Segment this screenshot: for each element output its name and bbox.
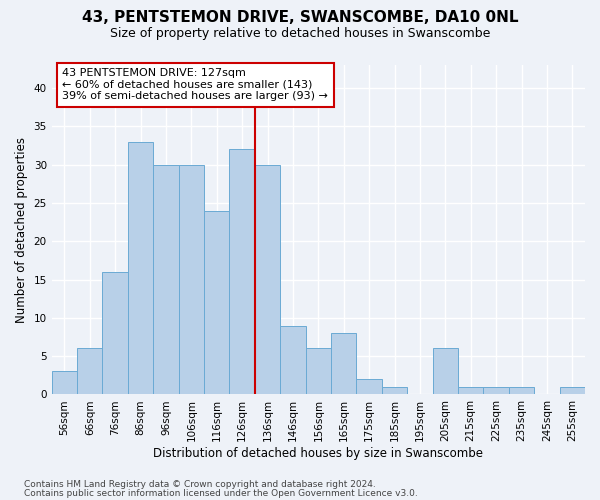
Bar [560,387,585,394]
Bar [204,210,229,394]
Bar [356,379,382,394]
Text: 43 PENTSTEMON DRIVE: 127sqm
← 60% of detached houses are smaller (143)
39% of se: 43 PENTSTEMON DRIVE: 127sqm ← 60% of det… [62,68,328,102]
X-axis label: Distribution of detached houses by size in Swanscombe: Distribution of detached houses by size … [154,447,484,460]
Bar [103,272,128,394]
Text: 43, PENTSTEMON DRIVE, SWANSCOMBE, DA10 0NL: 43, PENTSTEMON DRIVE, SWANSCOMBE, DA10 0… [82,10,518,25]
Bar [255,164,280,394]
Bar [280,326,305,394]
Bar [305,348,331,395]
Text: Contains public sector information licensed under the Open Government Licence v3: Contains public sector information licen… [24,488,418,498]
Bar [229,150,255,394]
Bar [77,348,103,395]
Y-axis label: Number of detached properties: Number of detached properties [15,136,28,322]
Bar [128,142,153,394]
Bar [433,348,458,395]
Bar [153,164,179,394]
Bar [331,333,356,394]
Text: Contains HM Land Registry data © Crown copyright and database right 2024.: Contains HM Land Registry data © Crown c… [24,480,376,489]
Bar [458,387,484,394]
Bar [52,372,77,394]
Bar [179,164,204,394]
Bar [484,387,509,394]
Bar [509,387,534,394]
Bar [382,387,407,394]
Text: Size of property relative to detached houses in Swanscombe: Size of property relative to detached ho… [110,28,490,40]
